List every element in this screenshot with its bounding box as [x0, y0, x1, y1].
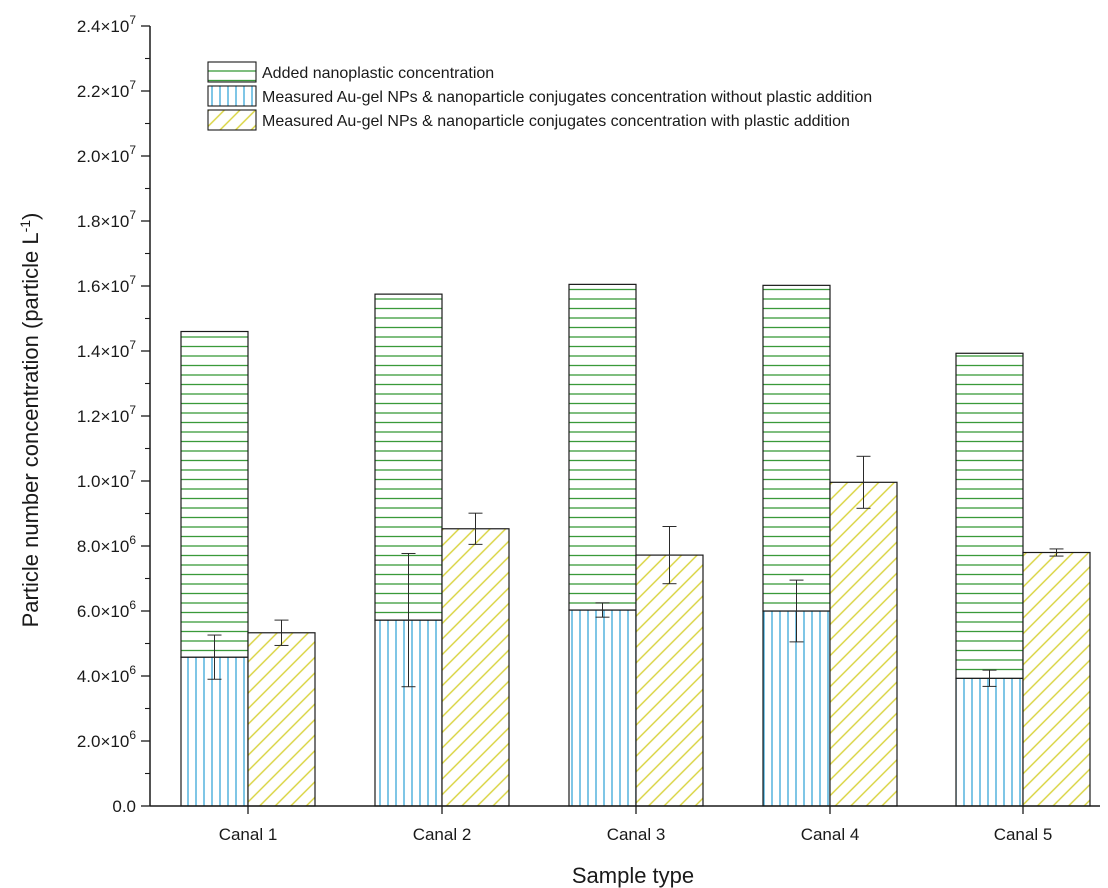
- bar-added-nanoplastic-1: [180, 330, 249, 658]
- y-tick-label: 0.0: [112, 797, 136, 816]
- bar-without-plastic-1: [180, 656, 249, 807]
- y-tick-label: 2.0×106: [77, 728, 136, 751]
- x-axis-title: Sample type: [572, 863, 694, 888]
- x-tick-label: Canal 2: [413, 825, 472, 844]
- y-tick-label: 2.2×107: [77, 78, 136, 101]
- legend-swatch-added-nanoplastic: [207, 61, 257, 83]
- y-axis-title-main: Particle number concentration (particle …: [18, 232, 43, 627]
- legend-label-without-plastic: Measured Au-gel NPs & nanoparticle conju…: [262, 89, 872, 106]
- legend-swatch-without-plastic: [207, 85, 257, 107]
- y-ticks: 0.0 2.0×106 4.0×106 6.0×106 8.0×106 1.0×107 1.…: [77, 13, 150, 816]
- y-axis-title-superscript: -1: [17, 220, 33, 233]
- y-tick-label: 1.8×107: [77, 208, 136, 231]
- y-tick-label: 1.0×107: [77, 468, 136, 491]
- y-tick-label: 1.6×107: [77, 273, 136, 296]
- y-tick-label: 1.4×107: [77, 338, 136, 361]
- bar-with-plastic-5: [1022, 551, 1091, 807]
- x-tick-label: Canal 3: [607, 825, 666, 844]
- y-tick-label: 4.0×106: [77, 663, 136, 686]
- bar-without-plastic-4: [762, 610, 831, 807]
- y-tick-label: 1.2×107: [77, 403, 136, 426]
- legend: Added nanoplastic concentration Measured …: [207, 61, 872, 131]
- x-ticks: Canal 1 Canal 2 Canal 3 Canal 4 Canal 5: [219, 806, 1053, 844]
- x-tick-label: Canal 4: [801, 825, 860, 844]
- x-tick-label: Canal 5: [994, 825, 1053, 844]
- legend-label-with-plastic: Measured Au-gel NPs & nanoparticle conju…: [262, 113, 850, 130]
- bar-with-plastic-2: [441, 528, 510, 807]
- bar-without-plastic-5: [955, 677, 1024, 807]
- y-tick-label: 2.4×107: [77, 13, 136, 36]
- y-tick-label: 6.0×106: [77, 598, 136, 621]
- legend-swatch-with-plastic: [207, 109, 257, 131]
- bar-added-nanoplastic-4: [762, 284, 831, 612]
- y-axis-title-close: ): [18, 213, 43, 220]
- y-axis-title: Particle number concentration (particle …: [17, 213, 43, 628]
- x-tick-label: Canal 1: [219, 825, 278, 844]
- bar-without-plastic-3: [568, 609, 637, 807]
- legend-label-added-nanoplastic: Added nanoplastic concentration: [262, 65, 494, 82]
- y-tick-label: 8.0×106: [77, 533, 136, 556]
- bar-added-nanoplastic-5: [955, 352, 1024, 679]
- bar-with-plastic-3: [635, 554, 704, 807]
- bar-added-nanoplastic-3: [568, 283, 637, 611]
- y-tick-label: 2.0×107: [77, 143, 136, 166]
- bar-with-plastic-1: [247, 632, 316, 807]
- error-bars-layer: [207, 455, 1064, 688]
- bar-with-plastic-4: [829, 481, 898, 807]
- bar-added-nanoplastic-2: [374, 293, 443, 621]
- bars-layer: [180, 283, 1091, 807]
